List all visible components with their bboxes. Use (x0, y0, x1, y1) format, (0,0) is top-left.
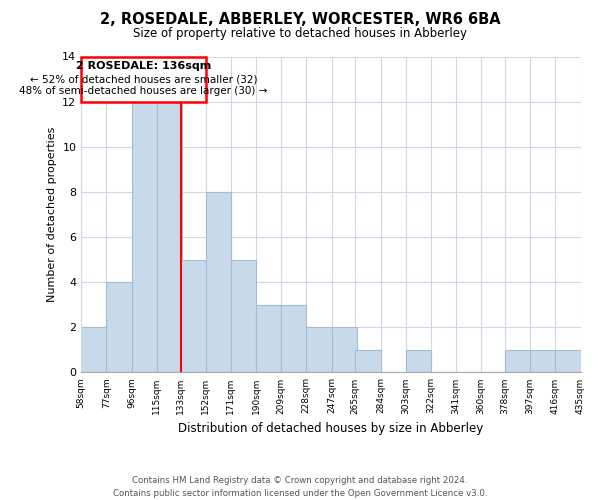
Bar (332, 328, 356, 372)
Bar (231, 260, 256, 372)
FancyBboxPatch shape (81, 56, 206, 102)
Text: Contains HM Land Registry data © Crown copyright and database right 2024.
Contai: Contains HM Land Registry data © Crown c… (113, 476, 487, 498)
Bar (106, 282, 131, 372)
Text: 2, ROSEDALE, ABBERLEY, WORCESTER, WR6 6BA: 2, ROSEDALE, ABBERLEY, WORCESTER, WR6 6B… (100, 12, 500, 28)
Bar (81, 328, 106, 372)
Text: 48% of semi-detached houses are larger (30) →: 48% of semi-detached houses are larger (… (19, 86, 268, 97)
Bar (206, 192, 231, 372)
Bar (281, 304, 307, 372)
Bar (307, 328, 332, 372)
Bar (530, 350, 556, 372)
Bar (355, 350, 380, 372)
Bar (181, 260, 206, 372)
Bar (556, 350, 581, 372)
Bar (256, 304, 281, 372)
Bar (505, 350, 530, 372)
Text: Size of property relative to detached houses in Abberley: Size of property relative to detached ho… (133, 28, 467, 40)
Bar (131, 102, 157, 372)
Y-axis label: Number of detached properties: Number of detached properties (47, 127, 56, 302)
Bar (157, 102, 182, 372)
Text: 2 ROSEDALE: 136sqm: 2 ROSEDALE: 136sqm (76, 62, 211, 72)
Bar (406, 350, 431, 372)
X-axis label: Distribution of detached houses by size in Abberley: Distribution of detached houses by size … (178, 422, 484, 435)
Text: ← 52% of detached houses are smaller (32): ← 52% of detached houses are smaller (32… (30, 74, 257, 84)
